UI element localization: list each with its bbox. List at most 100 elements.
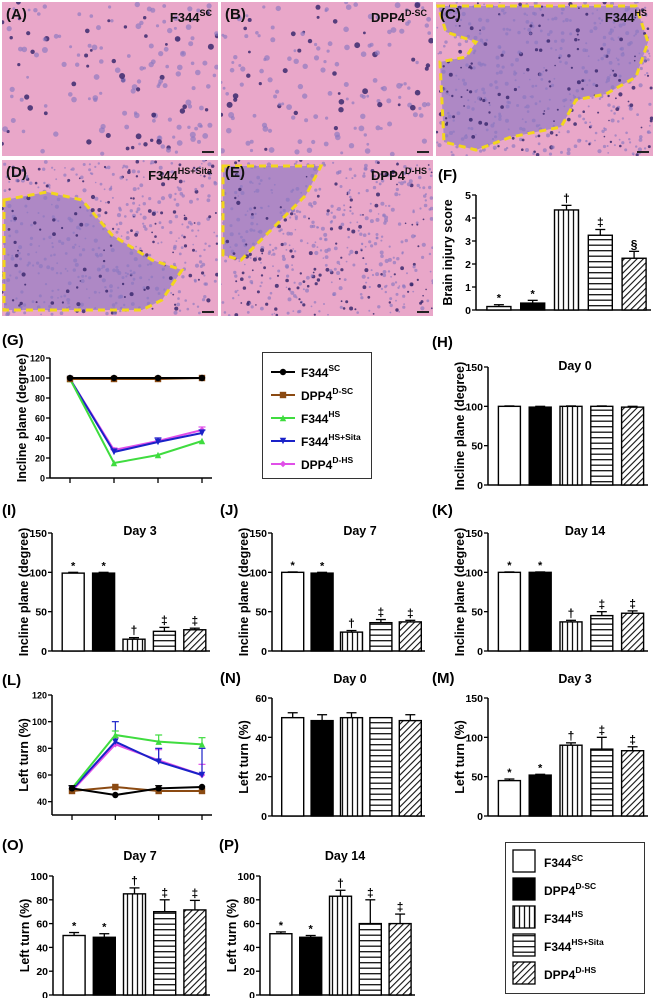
chart-title: Day 0 <box>333 672 366 686</box>
bar-legend-item: DPP4D-HS <box>512 961 596 985</box>
bar-dpp4-dsc <box>519 302 546 311</box>
bar-f344-hs <box>122 893 147 996</box>
cell-nuclei <box>221 160 433 316</box>
data-point <box>198 783 206 791</box>
line-legend: F344SC DPP4D-SC F344HS F344HS+Sita DPP4D-HS <box>262 352 372 479</box>
panel-letter: (A) <box>6 6 27 23</box>
y-tick-label: 150 <box>29 528 47 540</box>
significance-marker: ‡ <box>161 886 168 900</box>
line-legend-item: DPP4D-HS <box>271 455 353 472</box>
bar-dpp4-dsc <box>298 936 323 996</box>
significance-marker: † <box>568 606 575 620</box>
bar-dpp4-dhs <box>620 612 645 652</box>
significance-marker: * <box>320 560 325 572</box>
he-stain-image <box>221 160 433 316</box>
significance-marker: * <box>497 293 502 305</box>
significance-marker: * <box>102 922 107 934</box>
bar-dpp4-dhs <box>388 922 412 996</box>
legend-label-base: F344 <box>544 939 572 954</box>
bar-f344-sc <box>497 779 522 817</box>
significance-marker: * <box>538 762 543 774</box>
significance-marker: § <box>631 237 638 251</box>
bar-f344-hs <box>559 621 583 652</box>
bar-dpp4-dsc <box>528 774 552 817</box>
line-legend-item: F344HS <box>271 409 340 426</box>
bar-f344-hs <box>339 716 364 817</box>
y-tick-label: 120 <box>32 691 47 701</box>
y-tick-label: 80 <box>35 394 45 404</box>
legend-label-sup: D-HS <box>575 964 597 975</box>
chart-title: Day 7 <box>123 849 156 863</box>
legend-label-sup: HS <box>328 409 341 419</box>
bar-legend-item: F344HS+Sita <box>512 933 604 957</box>
y-tick-label: 100 <box>29 567 47 579</box>
legend-label-base: F344 <box>301 366 329 380</box>
series-line <box>69 378 203 465</box>
y-tick-label: 100 <box>30 374 45 384</box>
y-tick-label: 100 <box>465 401 483 413</box>
he-stain-image <box>2 160 218 316</box>
series-line <box>71 740 203 791</box>
y-tick-label: 100 <box>32 717 47 727</box>
bar-f344-hs <box>553 209 580 311</box>
series-line <box>69 378 203 452</box>
chart-p-left-turn-day14: (P) Day 14 0 20 40 60 80 100 Left turn (%) * * † ‡ ‡ <box>219 828 460 998</box>
chart-title: Day 3 <box>123 524 156 538</box>
tissue-background <box>2 2 218 156</box>
panel-letter: (J) <box>220 502 238 519</box>
bar-f344-sc <box>497 571 522 652</box>
data-point <box>112 738 119 745</box>
scale-bar <box>637 151 649 153</box>
legend-label-sup: D-SC <box>575 880 597 891</box>
bar-legend-item: F344HS <box>512 905 583 929</box>
y-tick-label: 3 <box>465 236 471 248</box>
square-marker-icon <box>271 391 295 398</box>
legend-label-sup: SC <box>571 852 584 863</box>
data-point <box>155 738 162 745</box>
panel-letter: (B) <box>225 6 246 23</box>
bar-f344-sc <box>497 405 522 486</box>
significance-marker: † <box>568 729 575 743</box>
significance-marker: * <box>309 924 314 936</box>
group-label-base: DPP4 <box>371 10 405 25</box>
white-swatch-icon <box>512 849 536 873</box>
chart-h-incline-day0: (H) Day 0 0 50 100 150 Incline plane (degree) <box>420 325 655 492</box>
triangle-down-marker-icon <box>271 437 295 444</box>
y-tick-label: 60 <box>37 771 47 781</box>
panel-letter: (O) <box>2 837 24 854</box>
group-label: DPP4D-HS <box>371 166 427 183</box>
data-point <box>198 437 206 445</box>
bar-f344-hs <box>328 895 353 996</box>
panel-letter: (I) <box>2 502 16 519</box>
bar-f344-hssita <box>152 910 177 996</box>
diagonal-stripes-swatch-icon <box>512 961 536 985</box>
data-point <box>110 374 118 382</box>
chart-title: Day 3 <box>558 672 591 686</box>
y-axis-label: Incline plane (degree) <box>237 528 251 657</box>
y-tick-label: 40 <box>37 797 47 807</box>
group-label: F344SC <box>170 8 212 25</box>
group-label-base: F344 <box>604 10 635 25</box>
bar-dpp4-dsc <box>92 936 117 996</box>
y-tick-label: 0 <box>249 990 255 998</box>
significance-marker: * <box>71 560 76 572</box>
line-legend-item: DPP4D-SC <box>271 386 353 403</box>
y-axis-label: Left turn (%) <box>18 899 32 973</box>
significance-marker: ‡ <box>598 598 605 612</box>
legend-label: F344HS+Sita <box>301 432 361 449</box>
legend-label-sup: D-HS <box>332 455 354 465</box>
panel-letter: (P) <box>219 837 239 854</box>
data-point <box>112 731 119 739</box>
data-point <box>155 785 162 792</box>
y-tick-label: 0 <box>465 305 471 317</box>
significance-marker: ‡ <box>397 900 404 914</box>
bar-f344-sc <box>62 934 86 996</box>
y-tick-label: 20 <box>36 966 48 978</box>
y-axis-label: Incline plane (degree) <box>15 354 29 483</box>
significance-marker: ‡ <box>191 614 198 628</box>
triangle-up-marker-icon <box>271 414 295 421</box>
group-label: F344HS+Sita <box>148 166 212 183</box>
y-tick-label: 0 <box>42 990 48 998</box>
legend-label-sup: SC <box>328 363 341 373</box>
data-point <box>110 448 118 456</box>
